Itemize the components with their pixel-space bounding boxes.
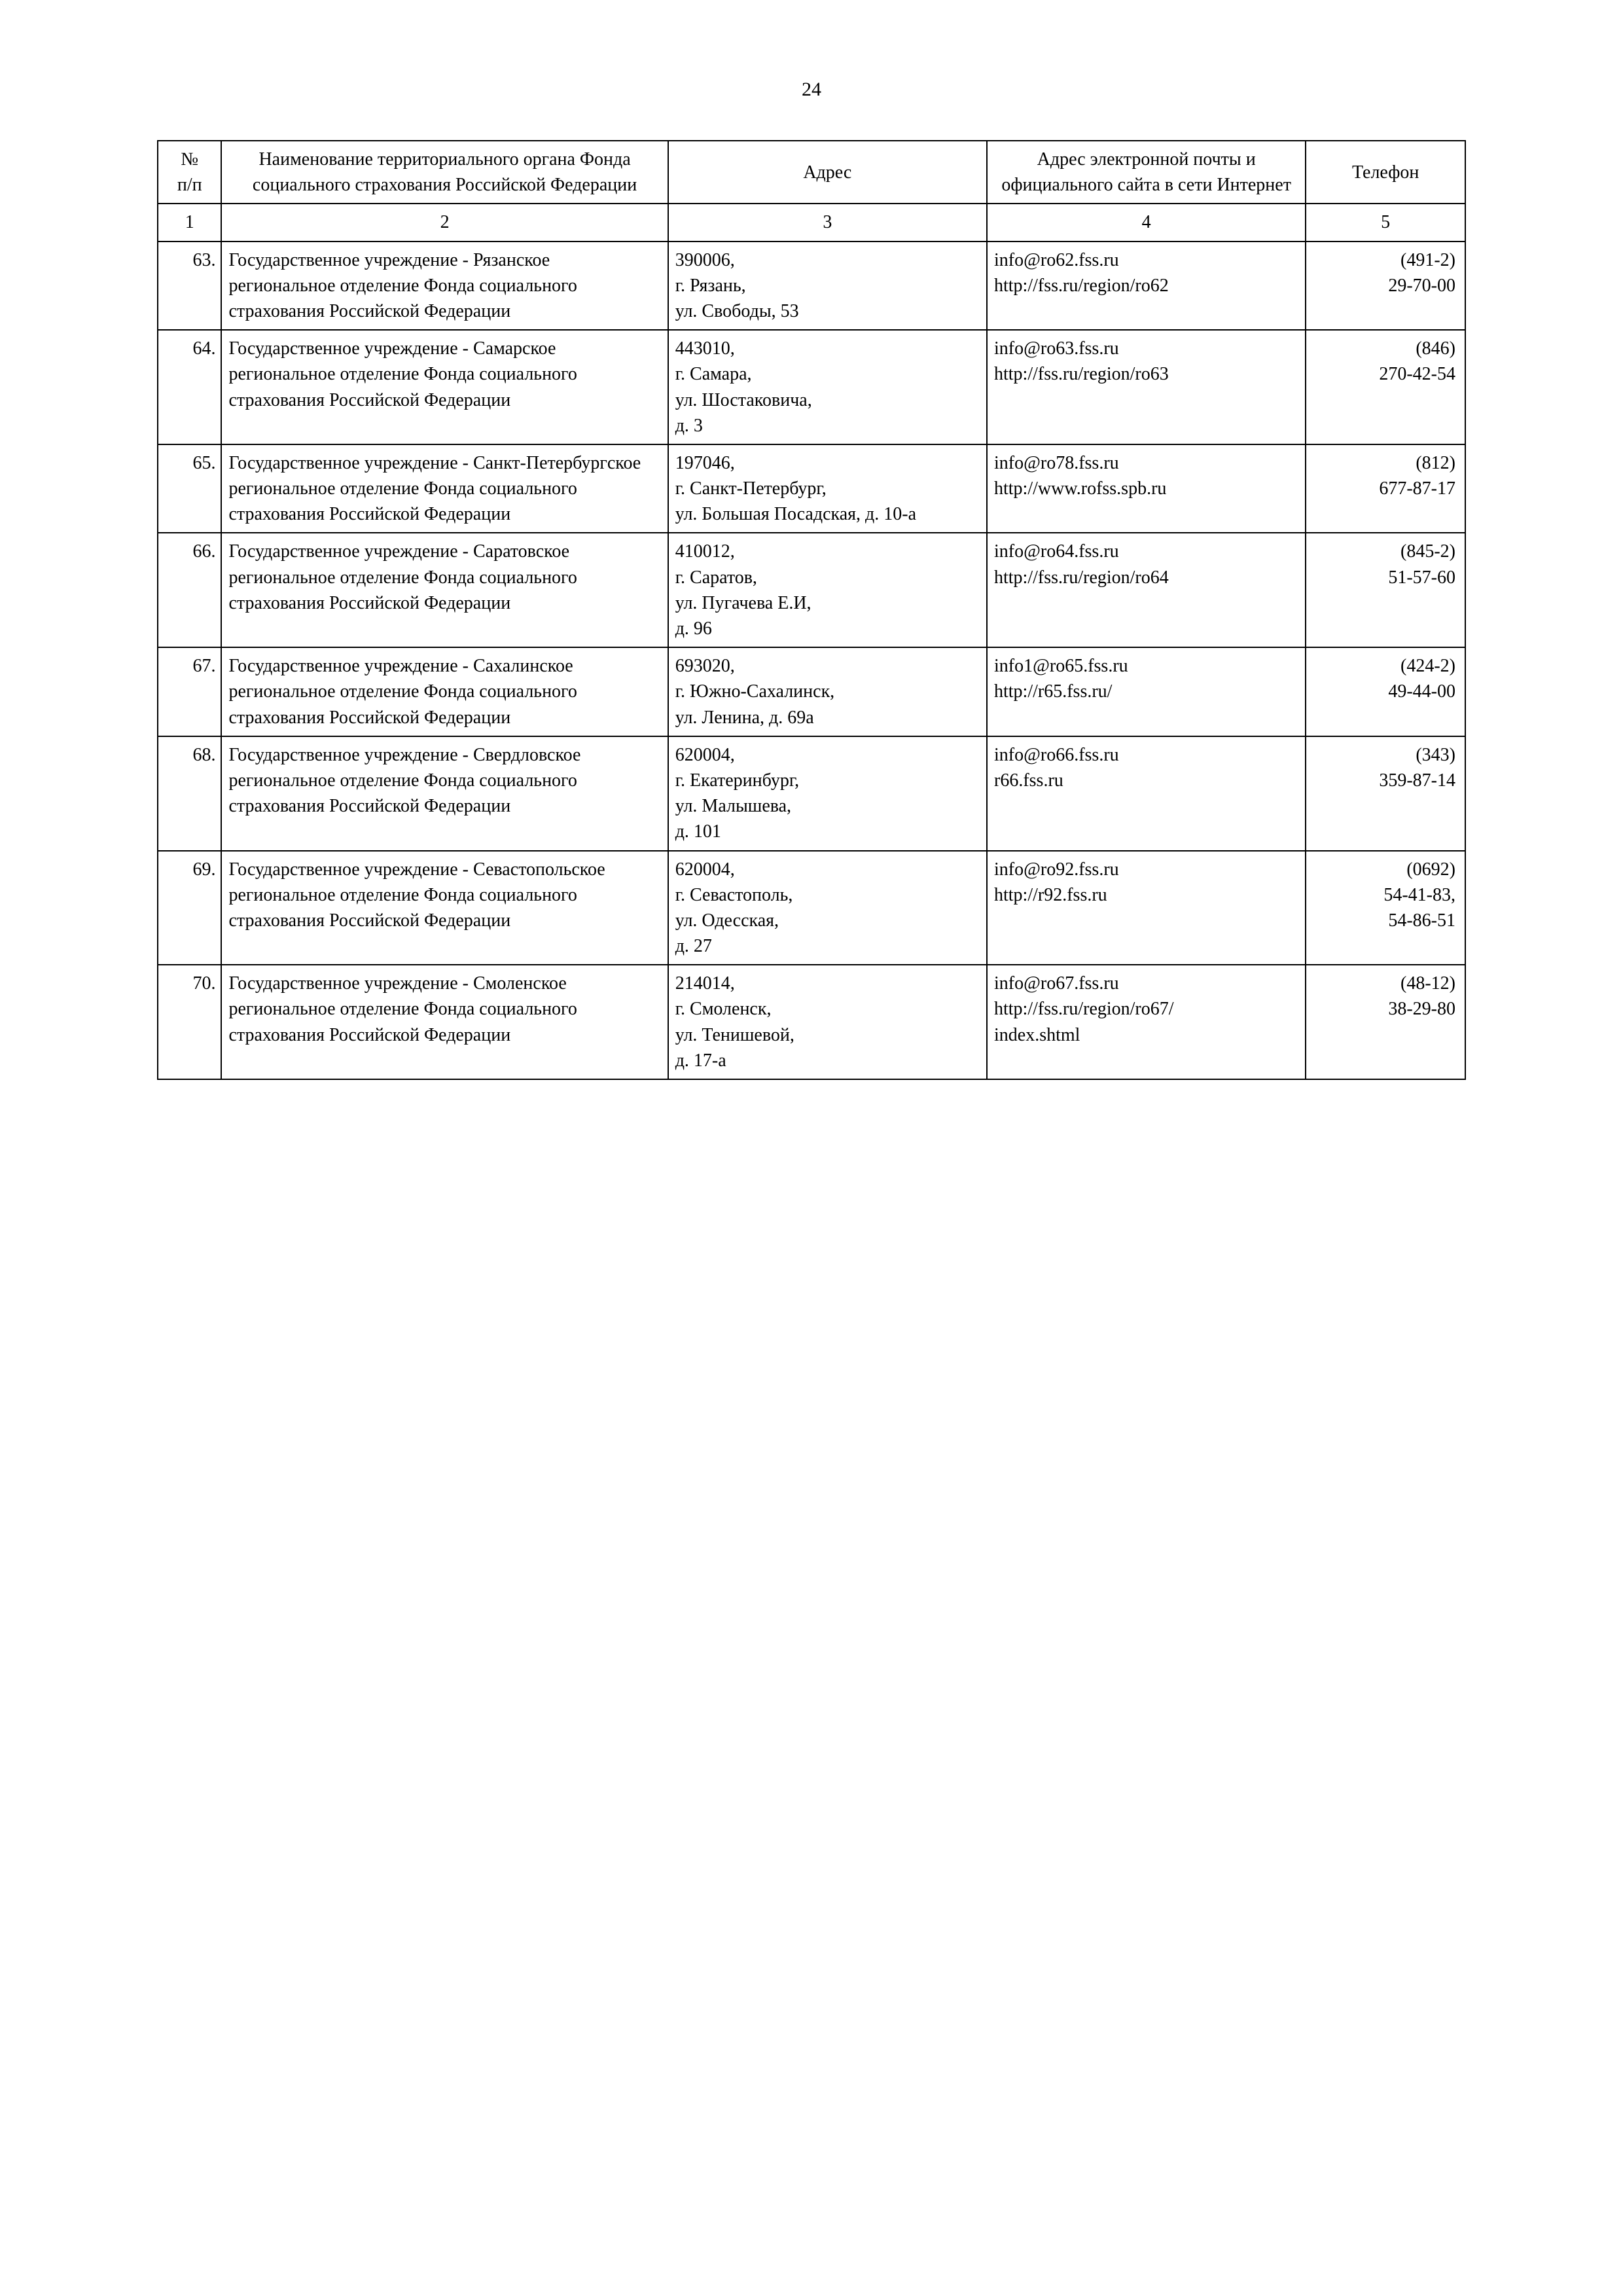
header-num: № п/п (158, 141, 221, 204)
cell-name: Государственное учреждение - Смоленское … (221, 965, 668, 1079)
cell-num: 70. (158, 965, 221, 1079)
cell-email: info@ro62.fss.ru http://fss.ru/region/ro… (987, 242, 1306, 331)
cell-name: Государственное учреждение - Санкт-Петер… (221, 444, 668, 533)
page-number: 24 (157, 79, 1466, 101)
cell-addr: 390006, г. Рязань, ул. Свободы, 53 (668, 242, 987, 331)
cell-num: 69. (158, 851, 221, 965)
fss-offices-table: № п/п Наименование территориального орга… (157, 140, 1466, 1080)
header-name: Наименование территориального органа Фон… (221, 141, 668, 204)
header-phone: Телефон (1306, 141, 1465, 204)
table-row: 66.Государственное учреждение - Саратовс… (158, 533, 1465, 647)
cell-phone: (812) 677-87-17 (1306, 444, 1465, 533)
table-row: 65.Государственное учреждение - Санкт-Пе… (158, 444, 1465, 533)
cell-num: 68. (158, 736, 221, 851)
table-row: 68.Государственное учреждение - Свердлов… (158, 736, 1465, 851)
cell-name: Государственное учреждение - Самарское р… (221, 330, 668, 444)
cell-addr: 410012, г. Саратов, ул. Пугачева Е.И, д.… (668, 533, 987, 647)
table-row: 67.Государственное учреждение - Сахалинс… (158, 647, 1465, 736)
header-email: Адрес электронной почты и официального с… (987, 141, 1306, 204)
table-row: 64.Государственное учреждение - Самарско… (158, 330, 1465, 444)
subheader-5: 5 (1306, 204, 1465, 241)
cell-num: 66. (158, 533, 221, 647)
cell-email: info@ro63.fss.ru http://fss.ru/region/ro… (987, 330, 1306, 444)
cell-email: info@ro92.fss.ru http://r92.fss.ru (987, 851, 1306, 965)
table-row: 63.Государственное учреждение - Рязанско… (158, 242, 1465, 331)
subheader-2: 2 (221, 204, 668, 241)
cell-name: Государственное учреждение - Севастополь… (221, 851, 668, 965)
cell-addr: 620004, г. Екатеринбург, ул. Малышева, д… (668, 736, 987, 851)
cell-phone: (0692) 54-41-83, 54-86-51 (1306, 851, 1465, 965)
cell-email: info@ro78.fss.ru http://www.rofss.spb.ru (987, 444, 1306, 533)
cell-phone: (846) 270-42-54 (1306, 330, 1465, 444)
table-subheader-row: 1 2 3 4 5 (158, 204, 1465, 241)
cell-addr: 443010, г. Самара, ул. Шостаковича, д. 3 (668, 330, 987, 444)
subheader-4: 4 (987, 204, 1306, 241)
cell-name: Государственное учреждение - Свердловско… (221, 736, 668, 851)
subheader-1: 1 (158, 204, 221, 241)
cell-email: info@ro64.fss.ru http://fss.ru/region/ro… (987, 533, 1306, 647)
cell-num: 65. (158, 444, 221, 533)
cell-phone: (491-2) 29-70-00 (1306, 242, 1465, 331)
cell-name: Государственное учреждение - Рязанское р… (221, 242, 668, 331)
cell-email: info@ro66.fss.ru r66.fss.ru (987, 736, 1306, 851)
cell-email: info@ro67.fss.ru http://fss.ru/region/ro… (987, 965, 1306, 1079)
cell-name: Государственное учреждение - Сахалинское… (221, 647, 668, 736)
cell-phone: (48-12) 38-29-80 (1306, 965, 1465, 1079)
cell-num: 67. (158, 647, 221, 736)
cell-phone: (343) 359-87-14 (1306, 736, 1465, 851)
cell-name: Государственное учреждение - Саратовское… (221, 533, 668, 647)
subheader-3: 3 (668, 204, 987, 241)
cell-addr: 693020, г. Южно-Сахалинск, ул. Ленина, д… (668, 647, 987, 736)
cell-phone: (424-2) 49-44-00 (1306, 647, 1465, 736)
table-row: 70.Государственное учреждение - Смоленск… (158, 965, 1465, 1079)
table-row: 69.Государственное учреждение - Севастоп… (158, 851, 1465, 965)
cell-num: 64. (158, 330, 221, 444)
cell-addr: 620004, г. Севастополь, ул. Одесская, д.… (668, 851, 987, 965)
cell-addr: 197046, г. Санкт-Петербург, ул. Большая … (668, 444, 987, 533)
cell-addr: 214014, г. Смоленск, ул. Тенишевой, д. 1… (668, 965, 987, 1079)
cell-email: info1@ro65.fss.ru http://r65.fss.ru/ (987, 647, 1306, 736)
cell-num: 63. (158, 242, 221, 331)
cell-phone: (845-2) 51-57-60 (1306, 533, 1465, 647)
header-addr: Адрес (668, 141, 987, 204)
table-header-row: № п/п Наименование территориального орга… (158, 141, 1465, 204)
